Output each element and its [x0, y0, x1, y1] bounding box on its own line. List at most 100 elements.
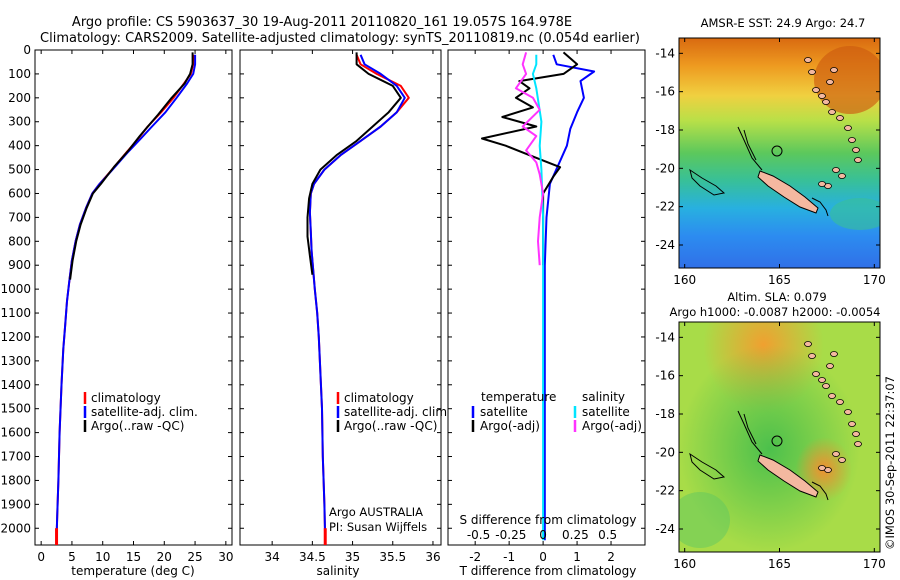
map-y-tick-label: -20 [655, 161, 675, 175]
vanuatu-island [854, 441, 862, 447]
depth-axis: 0 100 200 300 400 500 600 700 800 900 1000 1100 1200… [0, 43, 232, 535]
legend-label-climatology: climatology [344, 391, 414, 405]
depth-tick-label: 400 [8, 139, 31, 153]
legend-label-satellite: satellite-adj. clim. [344, 405, 451, 419]
series-line-satellite-adj-clim [308, 54, 406, 541]
vanuatu-island [826, 79, 834, 85]
vanuatu-island [836, 115, 844, 121]
reef-outline-west [689, 452, 726, 480]
temperature-legend: climatology satellite-adj. clim. Argo(..… [83, 391, 198, 433]
x-tick-label: 34.5 [299, 550, 326, 564]
argo-float-marker [771, 145, 783, 157]
difference-x-axis: -2 -1 0 1 2 [469, 50, 615, 564]
new-caledonia-island [757, 170, 819, 214]
salinity-series [306, 52, 410, 545]
legend-label-s-argo: Argo(-adj) [582, 419, 642, 433]
depth-tick-label: 500 [8, 163, 31, 177]
sst-axes: 160 165 170 -14 -16 -18 -20 -22 -24 [655, 38, 886, 287]
vanuatu-island [808, 353, 816, 359]
map-x-tick-label: 160 [673, 273, 696, 287]
sst-coastline [689, 57, 862, 217]
difference-series [481, 51, 596, 541]
vanuatu-island [838, 457, 846, 463]
s-difference-tick-label: -0.5 [467, 528, 490, 542]
s-difference-tick-label: 0 [539, 528, 547, 542]
new-caledonia-island [757, 454, 819, 498]
x-tick-label: -1 [503, 550, 515, 564]
argo-country-label: Argo AUSTRALIA [329, 505, 423, 519]
x-tick-label: 20 [157, 550, 172, 564]
temperature-plot-frame [34, 49, 233, 546]
temperature-panel: 0100200300400500600700800900100011001200… [0, 43, 233, 578]
depth-tick-label: 1800 [0, 473, 31, 487]
pi-label: PI: Susan Wijffels [329, 520, 427, 534]
vanuatu-island [828, 393, 836, 399]
map-y-tick-label: -18 [655, 407, 675, 421]
x-tick-label: 34 [265, 550, 280, 564]
depth-tick-label: 1400 [0, 378, 31, 392]
map-y-tick-label: -24 [655, 238, 675, 252]
x-tick-label: 35.5 [379, 550, 406, 564]
vanuatu-island [818, 377, 826, 383]
vanuatu-island [826, 363, 834, 369]
x-tick-label: 10 [95, 550, 110, 564]
x-tick-label: 0 [539, 550, 547, 564]
series-line-argo-raw-qc [306, 52, 402, 275]
x-tick-label: 25 [187, 550, 202, 564]
salinity-y-ticks [240, 49, 441, 529]
depth-tick-label: 100 [8, 67, 31, 81]
legend-label-s-satellite: satellite [582, 405, 630, 419]
legend-label-t-satellite: satellite [480, 405, 528, 419]
map-y-tick-label: -18 [655, 123, 675, 137]
figure-subtitle: Climatology: CARS2009. Satellite-adjuste… [40, 31, 640, 46]
series-line-argo-raw-qc [69, 52, 194, 280]
vanuatu-island [818, 465, 826, 471]
reef-outline [737, 126, 763, 171]
vanuatu-island [822, 383, 830, 389]
vanuatu-island [812, 371, 820, 377]
map-x-tick-label: 165 [768, 557, 791, 571]
depth-tick-label: 1000 [0, 282, 31, 296]
difference-y-ticks [448, 49, 645, 529]
s-difference-tick-label: -0.25 [495, 528, 526, 542]
depth-tick-label: 300 [8, 115, 31, 129]
vanuatu-island [848, 421, 856, 427]
x-tick-label: 35 [345, 550, 360, 564]
vanuatu-island [852, 431, 860, 437]
x-tick-label: 0 [37, 550, 45, 564]
salinity-x-label: salinity [316, 564, 359, 578]
x-tick-label: 2 [607, 550, 615, 564]
salinity-x-axis: 34 34.5 35 35.5 36 [265, 50, 441, 564]
vanuatu-island [822, 99, 830, 105]
sst-warm-patch [814, 46, 880, 114]
map-x-tick-label: 165 [768, 273, 791, 287]
x-tick-label: 36 [425, 550, 440, 564]
vanuatu-island [828, 109, 836, 115]
depth-tick-label: 1200 [0, 330, 31, 344]
sst-map: AMSR-E SST: 24.9 Argo: 24.7 160 165 170 -14… [655, 16, 886, 287]
reef-outline-south [811, 197, 829, 217]
sla-map-subtitle: Argo h1000: -0.0087 h2000: -0.0054 [670, 305, 881, 319]
vanuatu-island [832, 167, 840, 173]
depth-tick-label: 1100 [0, 306, 31, 320]
sst-map-title: AMSR-E SST: 24.9 Argo: 24.7 [701, 16, 866, 30]
x-tick-label: 15 [126, 550, 141, 564]
map-y-tick-label: -20 [655, 445, 675, 459]
vanuatu-island [838, 173, 846, 179]
map-y-tick-label: -16 [655, 85, 675, 99]
map-y-tick-label: -14 [655, 330, 675, 344]
legend-label-t-argo: Argo(-adj) [480, 419, 540, 433]
reef-outline-west [689, 168, 726, 196]
vanuatu-island [818, 181, 826, 187]
vanuatu-island [836, 399, 844, 405]
vanuatu-island [808, 69, 816, 75]
map-y-tick-label: -16 [655, 369, 675, 383]
sla-map-title: Altim. SLA: 0.079 [727, 290, 826, 304]
difference-plot-frame [447, 49, 646, 546]
vanuatu-island [830, 351, 838, 357]
salinity-panel: 34 34.5 35 35.5 36 salinity climatology sate… [239, 49, 451, 578]
temperature-x-axis: 0 5 10 15 20 25 30 [37, 50, 233, 564]
difference-legend: temperature satellite Argo(-adj) salinit… [471, 390, 642, 433]
s-difference-tick-label: 0.25 [562, 528, 589, 542]
